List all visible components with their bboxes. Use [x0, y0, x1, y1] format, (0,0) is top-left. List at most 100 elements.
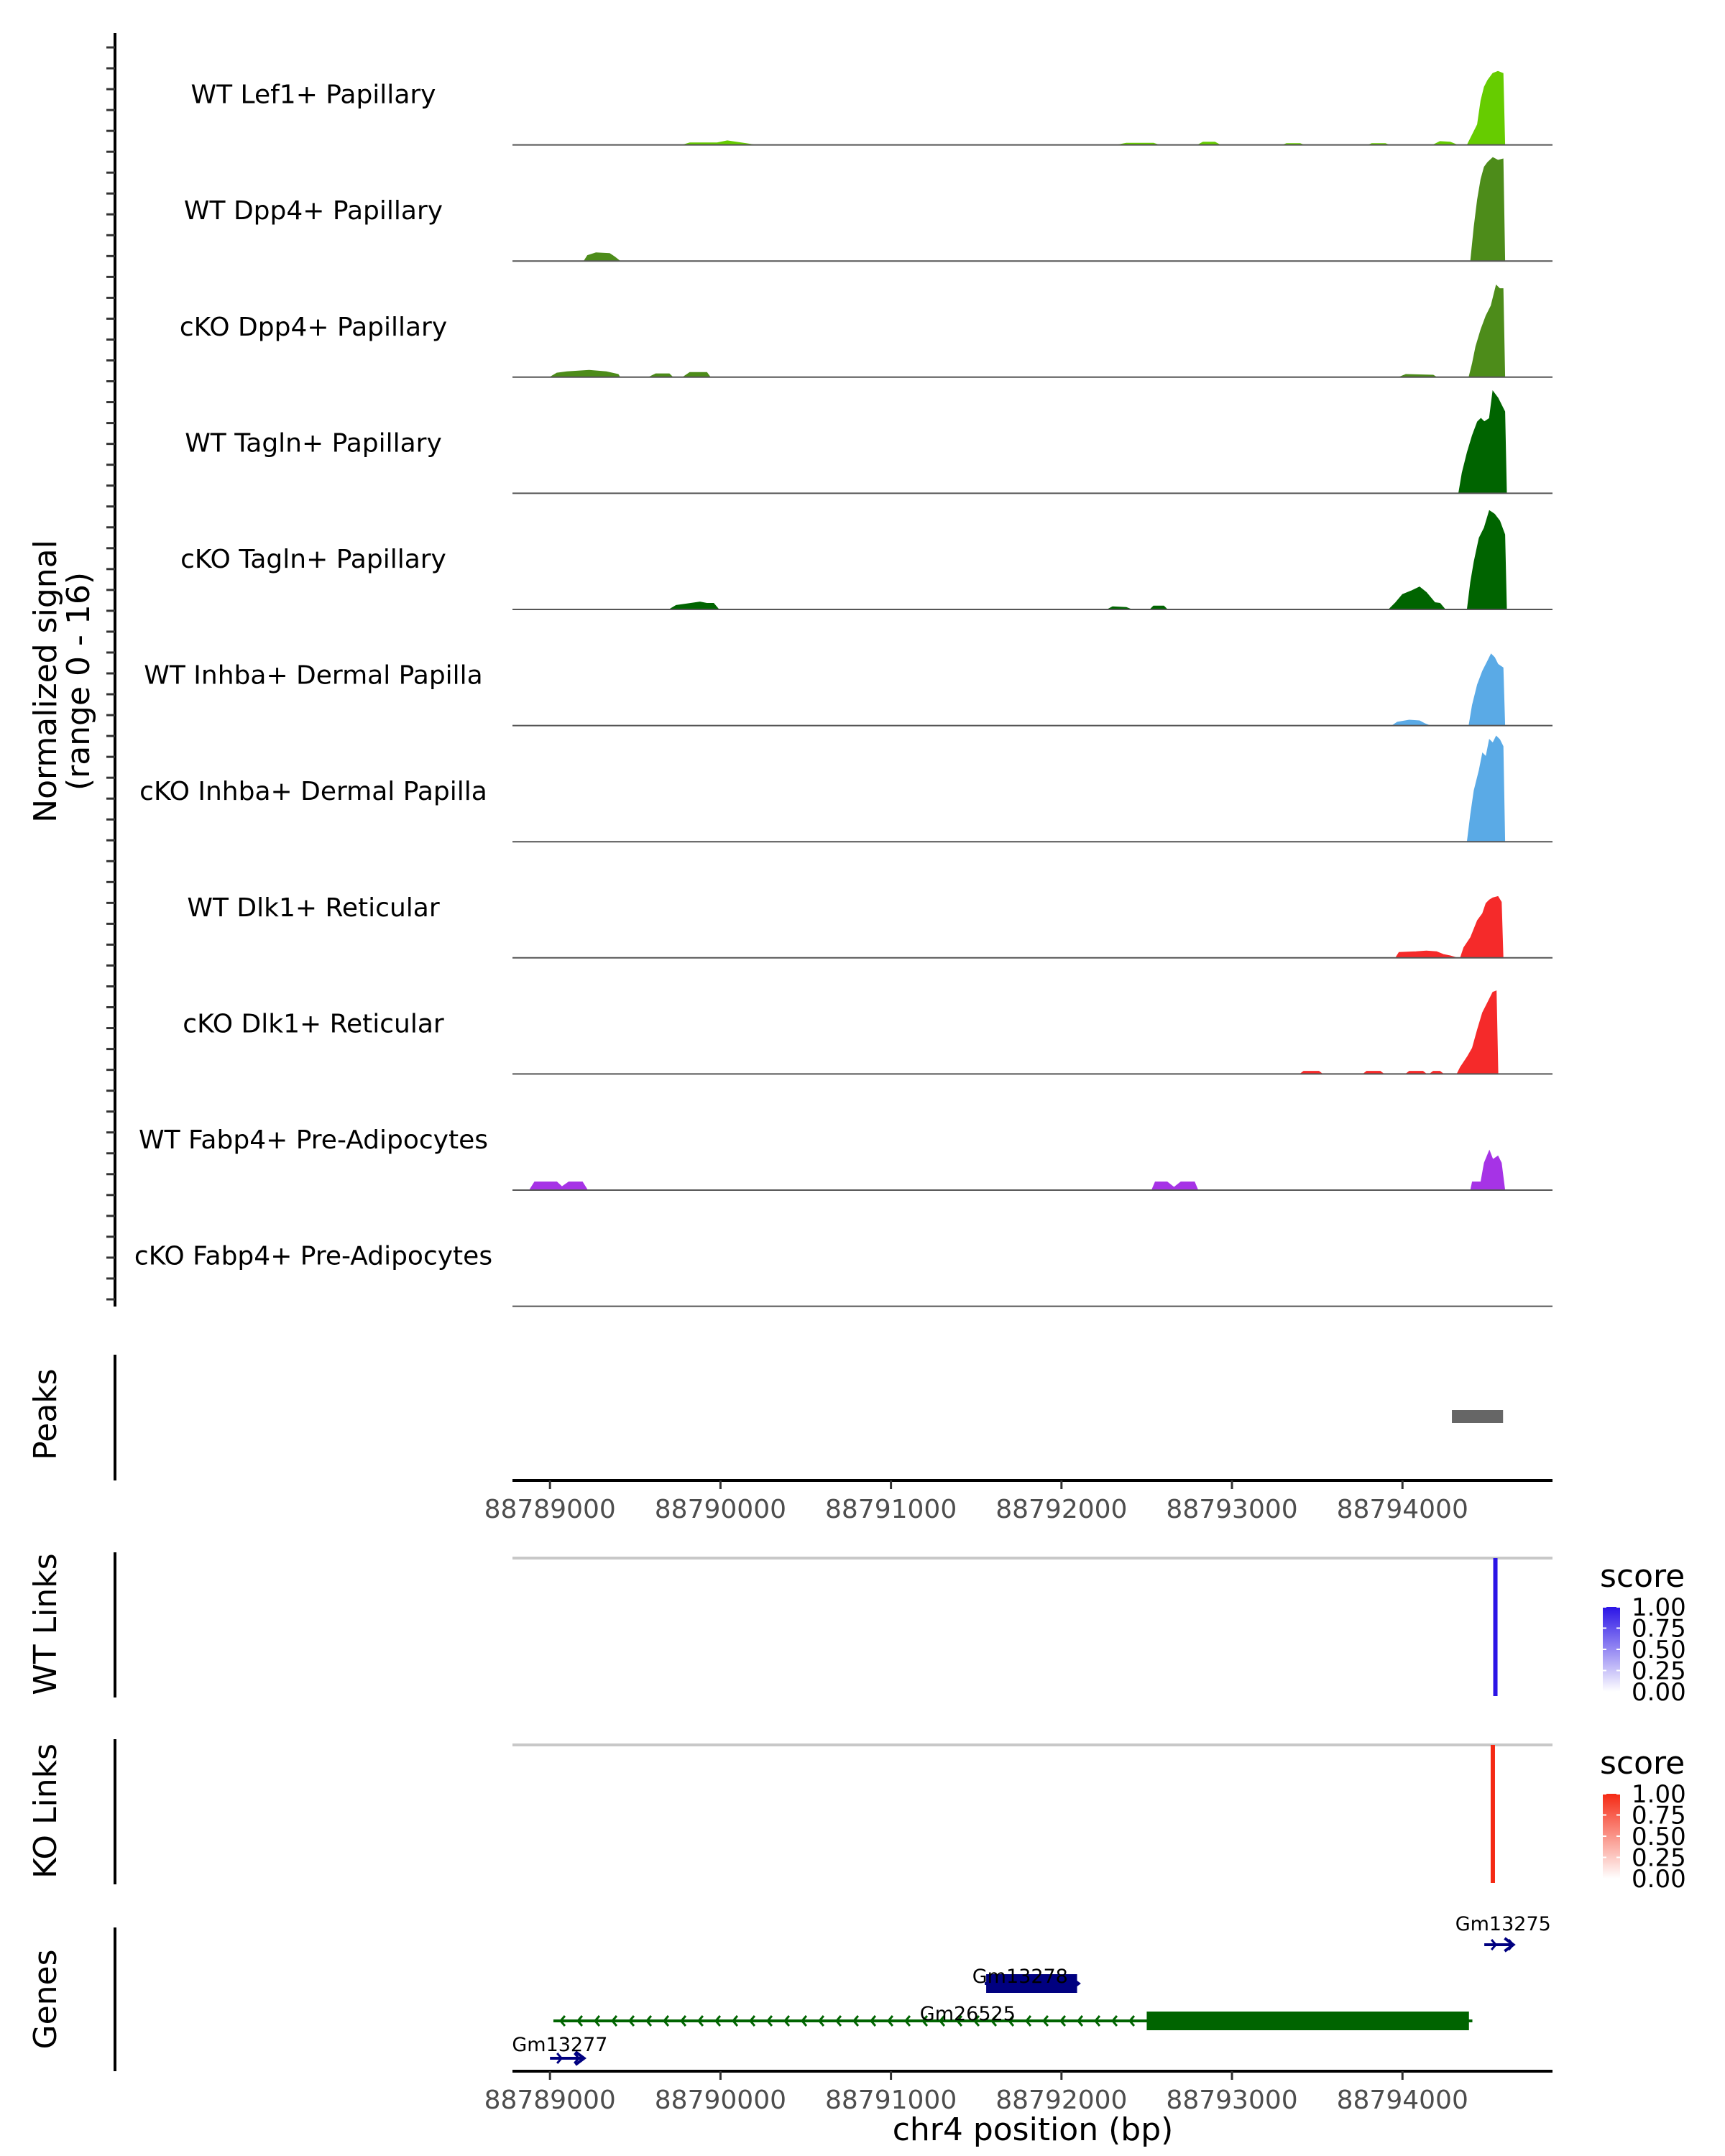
wt-links-legend-label: 0.25: [1632, 1657, 1686, 1686]
gene-gm26525-strand-chevron: [748, 2015, 756, 2027]
track-label-wt-inhba-dermal-papilla: WT Inhba+ Dermal Papilla: [144, 661, 482, 691]
gene-gm13278-strand-arrow: [1069, 1976, 1081, 1991]
signal-axis-title-line1: Normalized signal: [27, 540, 64, 823]
gene-gm13275-strand-arrow: [1504, 1937, 1516, 1953]
gene-gm26525-exon: [1146, 2012, 1469, 2030]
gene-gm26525-strand-chevron: [1041, 2015, 1049, 2027]
gene-gm26525-strand-chevron: [972, 2015, 980, 2027]
signal-area-wt-tagln-papillary: [512, 390, 1507, 494]
gene-gm26525-strand-chevron: [593, 2015, 601, 2027]
track-label-wt-lef1-papillary: WT Lef1+ Papillary: [191, 80, 436, 110]
gene-gm26525-strand-chevron: [886, 2015, 894, 2027]
gene-gm26525-strand-chevron: [576, 2015, 584, 2027]
track-label-cko-fabp4-pre-adipocytes: cKO Fabp4+ Pre-Adipocytes: [134, 1242, 492, 1271]
track-label-wt-dpp4-papillary: WT Dpp4+ Papillary: [184, 196, 443, 226]
signal-area-wt-lef1-papillary: [512, 70, 1506, 146]
signal-area-wt-inhba-dermal-papilla: [512, 653, 1506, 727]
peaks-x-tick-label: 88789000: [484, 1495, 616, 1524]
gene-gm26525-strand-chevron: [1093, 2015, 1101, 2027]
gene-gm26525-strand-chevron: [955, 2015, 963, 2027]
gene-gm26525-strand-chevron: [765, 2015, 773, 2027]
track-label-cko-dlk1-reticular: cKO Dlk1+ Reticular: [183, 1009, 444, 1038]
gene-gm13278-label: Gm13278: [972, 1966, 1068, 1988]
ko-links-legend-label: 1.00: [1632, 1780, 1686, 1809]
gene-gm26525-strand-chevron: [1128, 2015, 1136, 2027]
gene-gm26525-strand-chevron: [817, 2015, 825, 2027]
peaks-x-tick-label: 88792000: [995, 1495, 1127, 1524]
peaks-x-tick-label: 88791000: [825, 1495, 957, 1524]
track-label-cko-tagln-papillary: cKO Tagln+ Papillary: [180, 545, 446, 574]
wt-links-legend-label: 0.50: [1632, 1636, 1686, 1664]
track-label-wt-dlk1-reticular: WT Dlk1+ Reticular: [187, 893, 439, 923]
x-axis-title: chr4 position (bp): [893, 2111, 1174, 2148]
gene-gm13278-strand-chevron: [1008, 1978, 1016, 1989]
gene-gm26525-strand-chevron: [610, 2015, 618, 2027]
signal-area-cko-tagln-papillary: [512, 510, 1507, 610]
gene-gm13278-strand-chevron: [1025, 1978, 1033, 1989]
gene-gm13278-strand-chevron: [1042, 1978, 1050, 1989]
signal-area-cko-inhba-dermal-papilla: [512, 735, 1506, 842]
genes-x-tick-label: 88793000: [1166, 2086, 1297, 2115]
gene-gm26525-strand-chevron: [696, 2015, 704, 2027]
gene-gm26525-strand-chevron: [834, 2015, 842, 2027]
gene-gm26525-strand-chevron: [938, 2015, 946, 2027]
gene-gm26525-strand-chevron: [852, 2015, 860, 2027]
ko-links-legend-label: 0.00: [1632, 1865, 1686, 1894]
gene-gm26525-strand-chevron: [679, 2015, 687, 2027]
gene-gm26525-strand-chevron: [869, 2015, 877, 2027]
peaks-x-tick-label: 88794000: [1337, 1495, 1468, 1524]
gene-gm13277-strand-chevron: [574, 2053, 581, 2064]
gene-gm13277-label: Gm13277: [512, 2034, 607, 2056]
gene-gm13278-strand-chevron: [1059, 1978, 1067, 1989]
genes-x-tick-label: 88794000: [1337, 2086, 1468, 2115]
signal-area-cko-dlk1-reticular: [512, 990, 1499, 1074]
signal-area-wt-dpp4-papillary: [512, 157, 1506, 262]
gene-gm26525-strand-chevron: [990, 2015, 998, 2027]
peaks-x-tick-label: 88790000: [655, 1495, 786, 1524]
signal-area-cko-dpp4-papillary: [512, 284, 1506, 378]
track-label-wt-tagln-papillary: WT Tagln+ Papillary: [185, 428, 442, 458]
chart-marks: WT Lef1+ Papillary WT Dpp4+ Papillary cKO …: [106, 33, 1686, 2115]
wt-links-legend-label: 0.75: [1632, 1615, 1686, 1644]
ko-links-legend-title: score: [1600, 1745, 1685, 1782]
gene-gm26525-strand-chevron: [731, 2015, 739, 2027]
track-label-cko-inhba-dermal-papilla: cKO Inhba+ Dermal Papilla: [139, 777, 487, 806]
wt-links-legend-title: score: [1600, 1558, 1685, 1595]
track-label-wt-fabp4-pre-adipocytes: WT Fabp4+ Pre-Adipocytes: [139, 1125, 488, 1155]
ko-links-axis-title: KO Links: [27, 1743, 64, 1879]
peak-region: [1452, 1410, 1504, 1423]
wt-links-legend-label: 1.00: [1632, 1593, 1686, 1622]
gene-gm26525-strand-chevron: [921, 2015, 929, 2027]
gene-gm26525-strand-chevron: [1007, 2015, 1015, 2027]
ko-links-legend-label: 0.25: [1632, 1844, 1686, 1873]
signal-area-wt-dlk1-reticular: [512, 895, 1504, 959]
gene-gm26525-strand-chevron: [1024, 2015, 1032, 2027]
gene-gm26525-strand-chevron: [783, 2015, 791, 2027]
gene-gm26525-strand-chevron: [627, 2015, 635, 2027]
gene-gm26525-label: Gm26525: [920, 2003, 1016, 2025]
genes-x-tick-label: 88789000: [484, 2086, 616, 2115]
gene-gm26525-strand-chevron: [1059, 2015, 1067, 2027]
gene-gm13275-label: Gm13275: [1455, 1913, 1551, 1935]
track-label-cko-dpp4-papillary: cKO Dpp4+ Papillary: [180, 313, 447, 342]
gene-gm26525-strand-chevron: [800, 2015, 808, 2027]
peaks-x-tick-label: 88793000: [1166, 1495, 1297, 1524]
signal-area-wt-fabp4-pre-adipocytes: [512, 1149, 1506, 1191]
gene-gm26525-strand-chevron: [1076, 2015, 1084, 2027]
gene-gm13275-strand-chevron: [1490, 1939, 1498, 1950]
gene-gm13277-strand-chevron: [556, 2053, 564, 2064]
genes-axis-title: Genes: [27, 1949, 64, 2049]
wt-links-axis-title: WT Links: [27, 1553, 64, 1695]
gene-gm13278-strand-chevron: [990, 1978, 998, 1989]
gene-gm26525-strand-chevron: [714, 2015, 722, 2027]
gene-gm26525-strand-chevron: [645, 2015, 653, 2027]
ko-links-legend-label: 0.75: [1632, 1802, 1686, 1830]
gene-gm13277-strand-arrow: [574, 2050, 586, 2066]
gene-gm26525-strand-chevron: [903, 2015, 911, 2027]
genes-x-tick-label: 88791000: [825, 2086, 957, 2115]
wt-links-legend-label: 0.00: [1632, 1678, 1686, 1707]
peaks-axis-title: Peaks: [27, 1368, 64, 1460]
genes-x-tick-label: 88790000: [655, 2086, 786, 2115]
gene-gm26525-strand-chevron: [662, 2015, 670, 2027]
